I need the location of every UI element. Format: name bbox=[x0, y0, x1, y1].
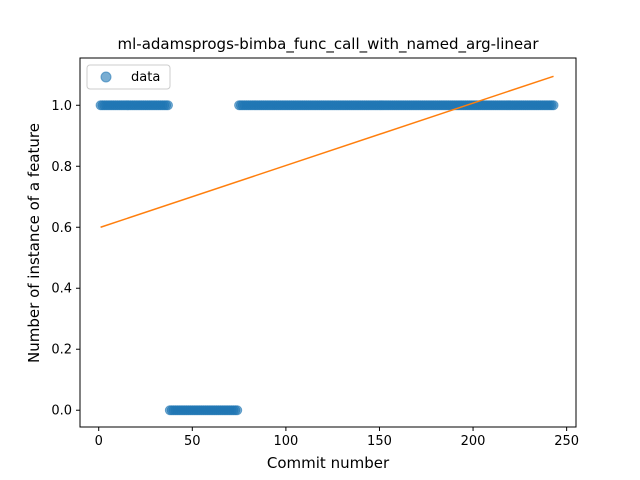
y-tick-label: 1.0 bbox=[51, 99, 72, 114]
legend-marker bbox=[100, 71, 112, 83]
data-point bbox=[548, 100, 559, 111]
x-axis: 0 50 100 150 200 250 bbox=[95, 427, 579, 449]
y-tick-label: 0.6 bbox=[51, 221, 72, 236]
y-tick-label: 0.0 bbox=[51, 404, 72, 419]
y-tick-label: 0.8 bbox=[51, 160, 72, 175]
chart-title: ml-adamsprogs-bimba_func_call_with_named… bbox=[118, 35, 540, 54]
data-point bbox=[232, 405, 243, 416]
x-tick-label: 150 bbox=[367, 434, 392, 449]
legend: data bbox=[86, 64, 171, 90]
x-tick-label: 50 bbox=[184, 434, 201, 449]
x-tick-label: 250 bbox=[554, 434, 579, 449]
x-tick-label: 0 bbox=[95, 434, 103, 449]
y-axis: 0.0 0.2 0.4 0.6 0.8 1.0 bbox=[51, 99, 80, 419]
x-axis-title: Commit number bbox=[267, 454, 390, 472]
x-tick-label: 200 bbox=[461, 434, 486, 449]
y-tick-label: 0.2 bbox=[51, 343, 72, 358]
x-tick-label: 100 bbox=[273, 434, 298, 449]
plot-area bbox=[95, 75, 559, 416]
fit-line bbox=[100, 75, 554, 228]
data-point bbox=[162, 100, 173, 111]
legend-label-data: data bbox=[131, 70, 160, 85]
plot-frame bbox=[79, 57, 577, 428]
y-axis-title: Number of instance of a feature bbox=[25, 123, 43, 363]
legend-box bbox=[86, 64, 171, 90]
y-tick-label: 0.4 bbox=[51, 282, 72, 297]
